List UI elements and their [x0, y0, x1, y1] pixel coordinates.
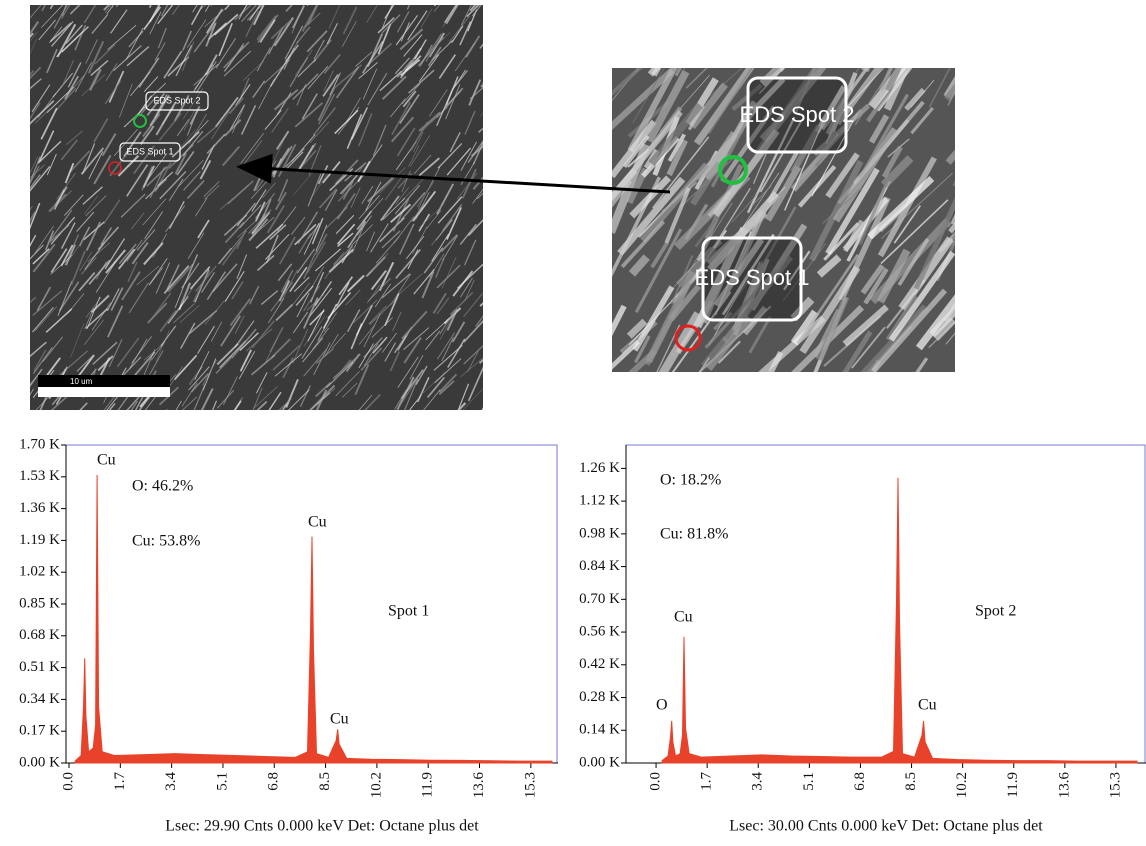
annotation: Cu [308, 514, 327, 531]
y-tick-label: 1.19 K [19, 532, 60, 548]
annotation: Cu [97, 452, 116, 469]
y-tick-label: 0.00 K [19, 754, 60, 770]
x-tick-label: 15.3 [1107, 772, 1123, 798]
y-tick-label: 1.12 K [579, 493, 620, 509]
annotation: Cu [330, 711, 349, 728]
x-tick-label: 11.9 [1005, 772, 1021, 798]
annotation: Cu [674, 609, 693, 626]
y-tick-label: 0.68 K [19, 627, 60, 643]
y-tick-label: 0.84 K [579, 558, 620, 574]
y-tick-label: 0.17 K [19, 723, 60, 739]
x-axis-label: Lsec: 29.90 Cnts 0.000 keV Det: Octane p… [165, 818, 479, 835]
x-tick-label: 3.4 [163, 772, 179, 791]
x-tick-label: 1.7 [699, 772, 715, 791]
spot-label: EDS Spot 2 [153, 95, 200, 105]
x-tick-label: 11.9 [420, 772, 436, 798]
y-tick-label: 0.14 K [579, 722, 620, 738]
y-tick-label: 0.00 K [579, 754, 620, 770]
y-tick-label: 0.42 K [579, 656, 620, 672]
y-tick-label: 0.70 K [579, 591, 620, 607]
annotation: O: 46.2% [132, 478, 193, 495]
x-tick-label: 0.0 [60, 772, 76, 791]
y-tick-label: 1.26 K [579, 460, 620, 476]
x-tick-label: 15.3 [522, 772, 538, 798]
sem-image [30, 5, 483, 410]
x-tick-label: 10.2 [954, 772, 970, 798]
y-tick-label: 1.70 K [19, 436, 60, 452]
annotation: O: 18.2% [660, 472, 721, 489]
y-tick-label: 1.36 K [19, 500, 60, 516]
x-tick-label: 1.7 [112, 772, 128, 791]
y-tick-label: 1.53 K [19, 468, 60, 484]
annotation: Spot 2 [975, 603, 1016, 620]
x-tick-label: 6.8 [852, 772, 868, 791]
x-tick-label: 8.5 [903, 772, 919, 791]
plot-frame [626, 445, 1145, 763]
x-tick-label: 6.8 [266, 772, 282, 791]
annotation: Cu [918, 697, 937, 714]
x-tick-label: 10.2 [368, 772, 384, 798]
annotation: Cu: 53.8% [132, 533, 200, 550]
y-tick-label: 0.51 K [19, 659, 60, 675]
annotation: Spot 1 [388, 603, 429, 620]
spot-label: EDS Spot 1 [695, 265, 810, 290]
spot-label: EDS Spot 1 [126, 146, 173, 156]
x-tick-label: 0.0 [647, 772, 663, 791]
spot-label: EDS Spot 2 [740, 102, 855, 127]
x-tick-label: 13.6 [1056, 772, 1072, 799]
scale-bar-label: 10 um [70, 377, 93, 386]
x-tick-label: 5.1 [214, 772, 230, 791]
y-tick-label: 0.28 K [579, 689, 620, 705]
annotation: Cu: 81.8% [660, 526, 728, 543]
spectrum [662, 478, 1137, 763]
x-tick-label: 8.5 [317, 772, 333, 791]
y-tick-label: 0.56 K [579, 623, 620, 639]
x-tick-label: 13.6 [471, 772, 487, 799]
x-axis-label: Lsec: 30.00 Cnts 0.000 keV Det: Octane p… [729, 818, 1043, 835]
y-tick-label: 1.02 K [19, 564, 60, 580]
y-tick-label: 0.98 K [579, 525, 620, 541]
y-tick-label: 0.85 K [19, 595, 60, 611]
y-tick-label: 0.34 K [19, 691, 60, 707]
x-tick-label: 3.4 [750, 772, 766, 791]
annotation: O [656, 697, 668, 714]
x-tick-label: 5.1 [801, 772, 817, 791]
